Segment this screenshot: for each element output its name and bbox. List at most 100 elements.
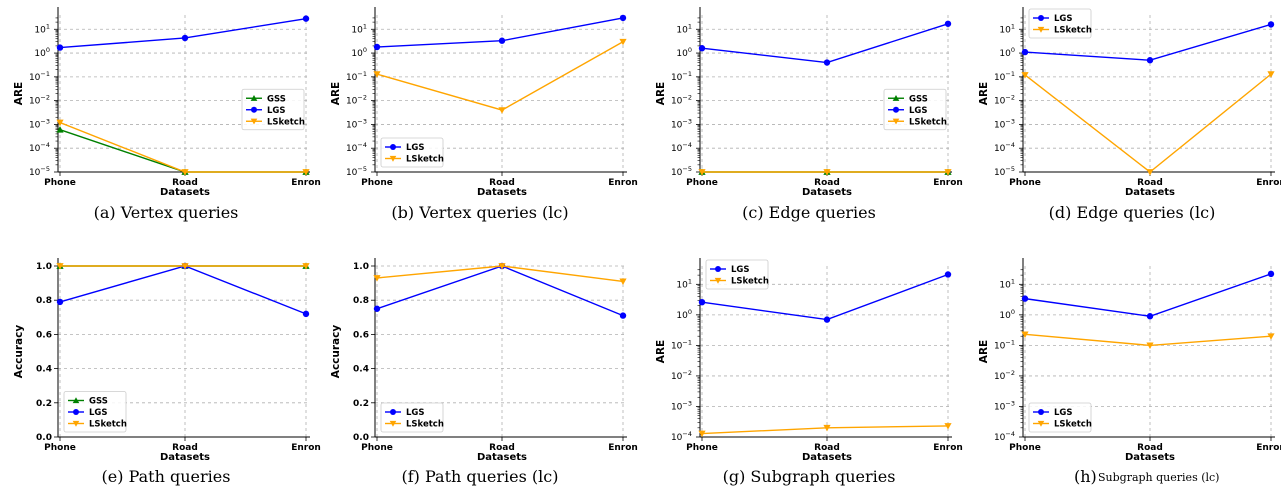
data-point	[1021, 72, 1029, 79]
data-point	[1146, 313, 1154, 320]
data-point	[498, 107, 506, 114]
y-tick-label: 0.8	[36, 296, 52, 306]
legend: LGS LSketch	[380, 137, 444, 168]
x-axis-title: Datasets	[802, 452, 852, 463]
y-tick-label: 101	[351, 22, 367, 35]
x-axis-title: Datasets	[160, 187, 210, 198]
x-tick-label: Road	[489, 443, 515, 453]
x-tick-label: Phone	[361, 178, 393, 188]
y-tick-label: 10−3	[29, 117, 50, 130]
data-point	[56, 119, 64, 127]
legend-box	[1028, 8, 1092, 39]
data-point	[823, 316, 831, 323]
y-tick-label: 10−2	[346, 94, 367, 107]
legend-marker	[893, 106, 899, 113]
data-point	[944, 169, 952, 176]
y-tick-label: 100	[34, 46, 50, 59]
legend-marker	[250, 118, 258, 125]
x-tick-label: Enron	[608, 443, 638, 453]
legend-marker	[72, 420, 80, 427]
y-axis-title: Accuracy	[330, 325, 342, 379]
legend-marker	[892, 118, 900, 125]
x-tick-label: Phone	[1009, 178, 1041, 188]
legend-marker	[72, 397, 80, 404]
data-point	[181, 263, 189, 270]
data-point	[619, 278, 627, 285]
data-point	[944, 271, 952, 278]
data-point	[1267, 270, 1275, 278]
legend-marker	[1037, 420, 1045, 427]
series-line	[59, 129, 306, 173]
legend: LGS LSketch	[1028, 8, 1092, 39]
legend-box	[380, 402, 444, 433]
y-tick-label: 10−4	[29, 141, 50, 154]
caption: (d) Edge queries (lc)	[1049, 203, 1216, 222]
data-point	[56, 44, 64, 51]
chart-panel: 10−5 10−4 10−3 10−2 10−1 100 101 Phone Road Enron…	[655, 7, 963, 222]
legend-label: LGS	[406, 143, 425, 153]
x-tick-label: Phone	[1009, 443, 1041, 453]
y-tick-label: 1.0	[36, 262, 52, 272]
legend-label: GSS	[267, 94, 286, 104]
y-axis-title: ARE	[978, 82, 990, 105]
x-tick-label: Phone	[686, 443, 718, 453]
y-tick-label: 10−1	[994, 70, 1015, 83]
y-tick-label: 101	[676, 22, 692, 35]
y-tick-label: 0.2	[36, 399, 52, 409]
y-tick-label: 10−4	[671, 141, 692, 154]
chart-panel: 0.0 0.2 0.4 0.6 0.8 1.0 Phone Road Enron Datasets…	[330, 258, 638, 486]
legend-label: LSketch	[406, 420, 444, 430]
y-tick-label: 101	[34, 22, 50, 35]
legend-marker	[73, 409, 79, 415]
legend-label: LGS	[909, 106, 928, 116]
legend-marker	[715, 266, 721, 272]
legend-label: LSketch	[909, 117, 947, 127]
x-tick-label: Phone	[361, 443, 393, 453]
caption: (g) Subgraph queries	[723, 467, 896, 486]
x-tick-label: Enron	[1256, 443, 1281, 453]
legend: LGS LSketch	[380, 402, 444, 433]
y-tick-label: 10−5	[994, 165, 1015, 178]
x-tick-label: Enron	[933, 178, 963, 188]
data-point	[302, 263, 310, 270]
caption: (c) Edge queries	[742, 203, 876, 222]
y-tick-label: 1.0	[353, 262, 369, 272]
legend-label: LSketch	[731, 277, 769, 287]
y-tick-label: 0.4	[36, 365, 52, 375]
y-tick-label: 10−2	[29, 94, 50, 107]
y-tick-label: 100	[676, 308, 692, 321]
x-tick-label: Road	[1137, 178, 1163, 188]
y-tick-label: 10−2	[671, 94, 692, 107]
data-point	[1021, 331, 1029, 338]
series-line	[1024, 273, 1272, 317]
legend-label: LSketch	[1054, 26, 1092, 36]
chart-panel: 10−5 10−4 10−3 10−2 10−1 100 101 Phone Road Enron…	[978, 7, 1281, 222]
legend-label: LGS	[406, 408, 425, 418]
data-point	[302, 310, 310, 318]
legend-marker	[1037, 26, 1045, 33]
y-axis-title: ARE	[13, 82, 25, 105]
y-tick-label: 0.8	[353, 296, 369, 306]
data-point	[619, 312, 627, 319]
y-tick-label: 10−2	[994, 369, 1015, 382]
y-tick-label: 10−2	[671, 369, 692, 382]
data-point	[1146, 57, 1154, 64]
y-axis-title: ARE	[655, 340, 667, 363]
x-tick-label: Enron	[291, 443, 321, 453]
y-axis-title: ARE	[330, 82, 342, 105]
y-tick-label: 10−5	[671, 165, 692, 178]
x-tick-label: Phone	[686, 178, 718, 188]
caption: (a) Vertex queries	[94, 203, 239, 222]
series-line	[376, 265, 624, 317]
y-tick-label: 101	[999, 22, 1015, 35]
x-axis-title: Datasets	[802, 187, 852, 198]
y-tick-label: 100	[999, 46, 1015, 59]
legend: LGS LSketch	[705, 259, 769, 290]
y-axis-title: Accuracy	[13, 325, 25, 379]
legend-label: LSketch	[89, 420, 127, 430]
data-point	[56, 298, 64, 306]
y-tick-label: 10−3	[671, 117, 692, 130]
legend-marker	[714, 277, 722, 284]
